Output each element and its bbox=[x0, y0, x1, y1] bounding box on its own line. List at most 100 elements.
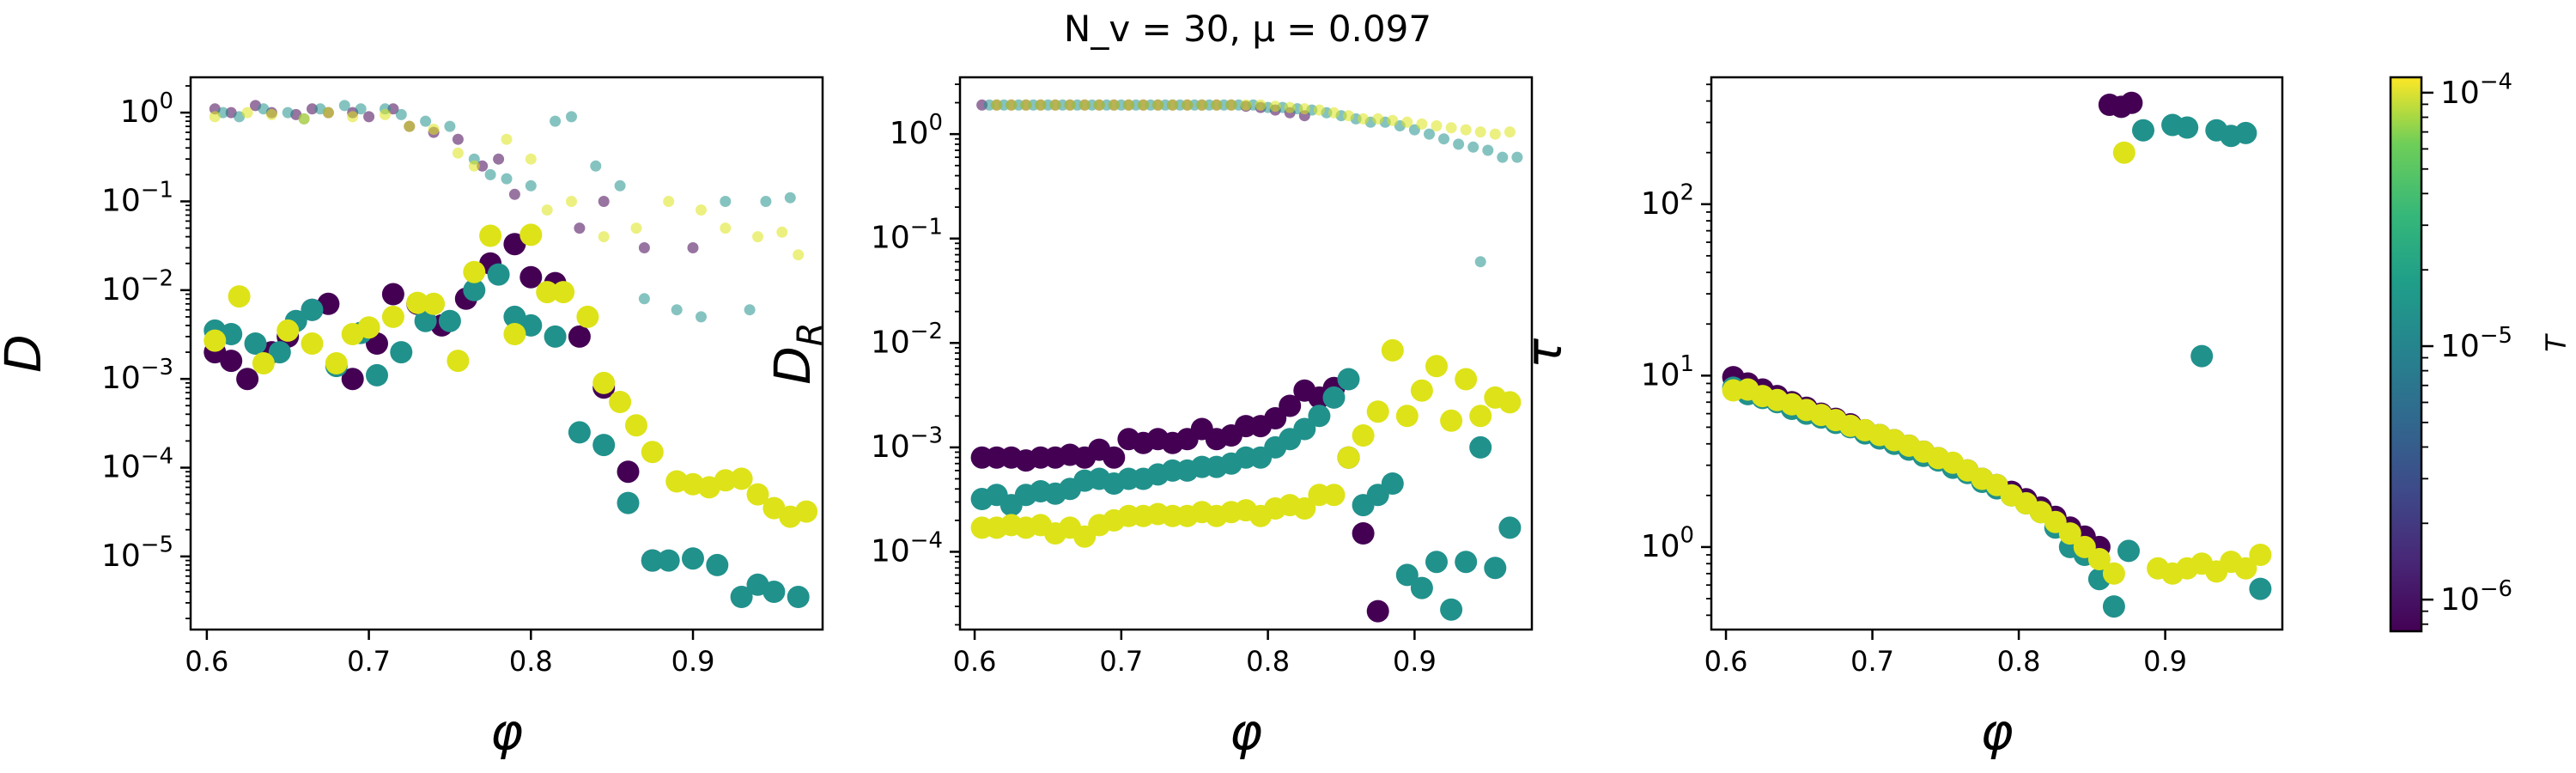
data-point bbox=[438, 309, 461, 332]
data-point bbox=[1279, 394, 1302, 417]
data-point bbox=[541, 204, 553, 216]
data-point bbox=[787, 586, 810, 608]
data-point bbox=[2190, 344, 2214, 368]
data-point bbox=[638, 242, 650, 253]
data-point bbox=[598, 196, 610, 207]
data-point bbox=[614, 180, 626, 192]
y-tick-label: 10−4 bbox=[101, 443, 173, 484]
data-point bbox=[363, 111, 375, 123]
y-tick-label: 10−3 bbox=[871, 423, 943, 465]
data-point bbox=[576, 305, 599, 328]
data-point bbox=[1328, 107, 1340, 119]
data-point bbox=[387, 103, 399, 115]
data-point bbox=[1020, 99, 1032, 111]
panel-DR: 0.6 0.7 0.8 0.9 100 10−1 10−2 10−3 10−4 φ DR bbox=[763, 76, 1534, 761]
data-point bbox=[322, 107, 334, 119]
data-point bbox=[2176, 116, 2199, 139]
data-point bbox=[657, 549, 680, 572]
data-point bbox=[1498, 391, 1522, 414]
data-point bbox=[258, 103, 270, 115]
data-point bbox=[671, 304, 683, 316]
data-point bbox=[1372, 113, 1384, 125]
data-point bbox=[1497, 151, 1509, 163]
series-DR-high-small bbox=[991, 99, 1516, 140]
data-point bbox=[1425, 355, 1448, 378]
x-tick-label: 0.9 bbox=[1393, 645, 1437, 678]
data-point bbox=[1395, 563, 1419, 587]
y-tick-label: 100 bbox=[1641, 523, 1694, 564]
data-point bbox=[301, 298, 324, 321]
data-point bbox=[1049, 99, 1061, 111]
data-point bbox=[1455, 551, 1478, 574]
data-point bbox=[395, 108, 407, 120]
data-point bbox=[2058, 522, 2081, 545]
data-point bbox=[508, 188, 520, 200]
series-D-mid-large bbox=[204, 263, 810, 608]
data-point bbox=[503, 233, 526, 256]
data-point bbox=[574, 222, 586, 234]
data-point bbox=[519, 265, 543, 289]
x-axis-label: φ bbox=[1230, 703, 1262, 761]
data-point bbox=[784, 192, 796, 204]
data-point bbox=[428, 124, 440, 135]
data-point bbox=[479, 224, 502, 247]
data-point bbox=[1005, 99, 1018, 111]
data-point bbox=[1322, 484, 1346, 507]
data-point bbox=[2073, 535, 2096, 558]
data-point bbox=[720, 196, 732, 207]
data-point bbox=[2249, 544, 2272, 566]
data-point bbox=[617, 491, 640, 514]
data-point bbox=[487, 263, 510, 286]
data-point bbox=[617, 460, 640, 484]
data-point bbox=[1395, 405, 1419, 428]
data-point bbox=[341, 368, 364, 391]
data-point bbox=[265, 108, 277, 120]
data-point bbox=[366, 363, 388, 386]
data-point bbox=[1078, 99, 1091, 111]
data-point bbox=[744, 304, 756, 316]
data-point bbox=[1352, 522, 1375, 545]
y-axis-label: τ bbox=[1515, 338, 1573, 368]
data-point bbox=[525, 180, 537, 192]
y-tick-label: 102 bbox=[1641, 180, 1694, 222]
data-point bbox=[414, 309, 437, 332]
data-point bbox=[1269, 100, 1281, 113]
data-point bbox=[1431, 120, 1443, 131]
data-point bbox=[1460, 124, 1472, 136]
data-point bbox=[1352, 424, 1375, 447]
series-tau-high-large bbox=[1722, 141, 2272, 585]
data-point bbox=[598, 231, 610, 243]
data-point bbox=[552, 281, 575, 304]
data-point bbox=[1489, 128, 1501, 140]
data-point bbox=[1381, 338, 1404, 362]
data-point bbox=[1240, 99, 1252, 111]
data-point bbox=[298, 113, 310, 125]
data-point bbox=[776, 226, 788, 238]
data-point bbox=[1343, 110, 1354, 122]
data-point bbox=[282, 107, 294, 119]
data-point bbox=[1196, 99, 1208, 111]
data-point bbox=[1182, 99, 1194, 111]
data-point bbox=[2102, 562, 2125, 585]
panel-D: 0.6 0.7 0.8 0.9 100 10−1 10−2 10−3 10−4 10−5 φ D bbox=[0, 76, 824, 761]
data-point bbox=[2087, 548, 2111, 570]
data-point bbox=[1284, 101, 1296, 113]
axes-frame-tau bbox=[1710, 76, 2284, 631]
series-tau-mid-large bbox=[1722, 113, 2272, 618]
x-tick-label: 0.7 bbox=[347, 645, 391, 678]
data-point bbox=[525, 153, 537, 165]
x-axis-label: φ bbox=[490, 703, 523, 761]
data-point bbox=[381, 305, 404, 328]
data-point bbox=[795, 500, 818, 523]
data-point bbox=[1438, 133, 1449, 145]
data-point bbox=[641, 441, 664, 464]
x-tick-label: 0.6 bbox=[1704, 645, 1748, 678]
x-tick-label: 0.9 bbox=[2143, 645, 2187, 678]
data-point bbox=[390, 341, 413, 364]
data-point bbox=[1313, 104, 1325, 116]
data-point bbox=[463, 260, 486, 283]
data-point bbox=[1453, 138, 1465, 150]
axes-frame-D bbox=[189, 76, 824, 631]
